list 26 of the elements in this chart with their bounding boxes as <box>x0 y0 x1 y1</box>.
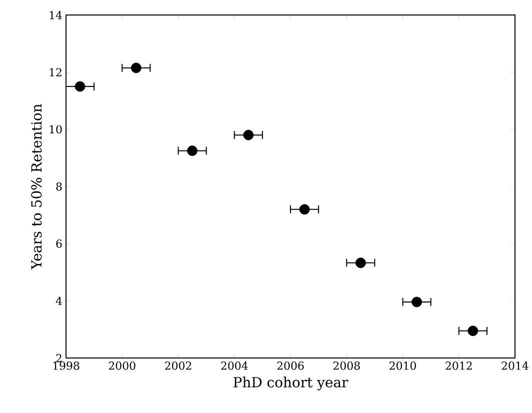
x-tick-label: 2010 <box>390 362 416 370</box>
x-tick-label: 2012 <box>446 362 472 370</box>
point <box>468 326 478 336</box>
x-axis-title: PhD cohort year <box>234 376 348 390</box>
y-axis-title: Years to 50% Retention <box>31 104 42 270</box>
point <box>299 204 310 215</box>
y-tick-label: 4 <box>56 296 62 305</box>
y-tick-label: 10 <box>50 125 62 134</box>
x-tick-label: 2004 <box>221 362 248 370</box>
y-tick-label: 6 <box>56 240 62 248</box>
y-tick-label: 12 <box>50 68 62 76</box>
y-tick-label: 14 <box>50 10 62 20</box>
point <box>130 62 142 74</box>
y-tick-label: 8 <box>56 182 62 191</box>
x-tick-label: 2000 <box>108 362 136 370</box>
x-tick-label: 2008 <box>333 362 360 370</box>
point <box>74 81 86 92</box>
y-tick-label: 2 <box>56 354 62 362</box>
x-tick-label: 2014 <box>502 362 528 370</box>
x-tick-label: 2002 <box>165 362 192 370</box>
x-tick-label: 1998 <box>53 362 80 370</box>
point <box>187 146 198 156</box>
x-tick-label: 2006 <box>277 362 304 370</box>
point <box>355 258 366 268</box>
point <box>243 130 254 140</box>
point <box>412 296 422 308</box>
